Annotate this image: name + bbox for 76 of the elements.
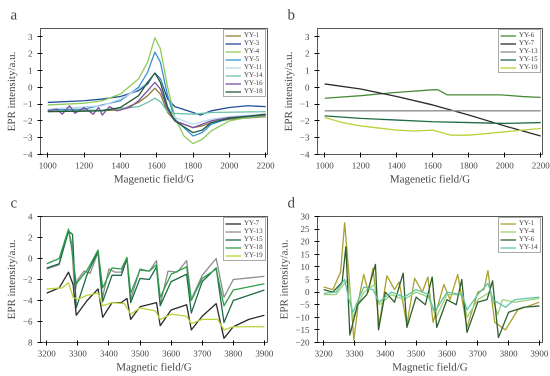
x-tick-label: 3700 (193, 348, 212, 358)
x-axis-title: Magnetic field/G (116, 362, 192, 374)
y-axis-title: EPR intensity/a.u. (6, 239, 18, 320)
y-tick-label: −6 (22, 316, 33, 326)
y-tick-label: −4 (300, 150, 310, 160)
x-tick-label: 3500 (407, 348, 426, 358)
y-axis-title: EPR intensity/a.u. (282, 51, 295, 132)
y-tick-label: −1 (22, 99, 32, 110)
y-tick-label: 1 (305, 66, 310, 76)
x-tick-label: 1800 (460, 160, 478, 170)
x-tick-label: 2200 (532, 160, 550, 170)
y-tick-label: −2 (22, 274, 32, 284)
y-tick-label: 0 (305, 287, 310, 298)
x-tick-label: 3700 (468, 348, 488, 358)
y-tick-label: −5 (300, 300, 310, 310)
chart-title: a (10, 8, 18, 24)
x-tick-label: 1400 (388, 160, 406, 170)
chart-title: c (10, 196, 18, 212)
y-tick-label: 20 (300, 236, 310, 247)
x-tick-label: 3300 (68, 348, 88, 358)
x-tick-label: 3900 (530, 348, 549, 358)
y-tick-label: 0 (28, 82, 33, 92)
x-tick-label: 3200 (314, 348, 334, 358)
x-tick-label: 1200 (75, 160, 94, 170)
y-tick-label: 0 (305, 82, 310, 92)
y-tick-label: 15 (300, 249, 310, 260)
y-tick-label: −3 (300, 132, 310, 143)
y-tick-label: −1 (300, 99, 310, 110)
y-tick-label: −2 (300, 116, 310, 126)
y-tick-label: 0 (28, 254, 33, 264)
y-tick-label: 10 (300, 262, 310, 272)
x-tick-label: 3300 (345, 348, 364, 358)
y-axis-title: EPR intensity/a.u. (278, 239, 290, 320)
chart-title: d (288, 196, 296, 212)
y-tick-label: 3 (28, 32, 33, 42)
x-tick-label: 3600 (438, 348, 456, 358)
y-axis-title: EPR intensity/a.u. (6, 51, 18, 132)
y-tick-label: −4 (22, 150, 33, 160)
y-tick-label: −2 (22, 116, 32, 126)
x-tick-label: 1600 (424, 160, 442, 170)
y-tick-label: 8 (28, 338, 33, 348)
y-tick-label: 5 (305, 274, 310, 284)
x-tick-label: 1200 (352, 160, 370, 170)
y-tick-label: 3 (305, 32, 310, 42)
x-tick-label: 2000 (220, 160, 239, 170)
x-axis-title: Magnetic field/G (392, 362, 468, 374)
x-tick-label: 1400 (111, 160, 130, 170)
x-tick-label: 2000 (496, 160, 514, 170)
x-tick-label: 3400 (376, 348, 395, 358)
y-tick-label: 2 (305, 48, 310, 59)
x-tick-label: 3400 (100, 348, 118, 358)
y-tick-label: 4 (28, 212, 33, 222)
x-tick-label: 1000 (316, 160, 334, 170)
x-tick-label: 1000 (38, 160, 58, 170)
y-tick-label: 1 (28, 66, 32, 76)
x-tick-label: 1800 (184, 160, 203, 170)
x-tick-label: 2200 (256, 160, 276, 170)
x-tick-label: 3800 (224, 348, 243, 358)
y-tick-label: −20 (295, 338, 310, 348)
y-tick-label: −3 (22, 132, 33, 143)
y-tick-label: 2 (28, 48, 32, 59)
y-tick-label: −10 (295, 312, 310, 322)
x-axis-title: Magenetic field/G (390, 174, 470, 186)
x-tick-label: 3800 (500, 348, 518, 358)
y-tick-label: −15 (295, 324, 310, 335)
x-tick-label: 3900 (255, 348, 274, 358)
x-tick-label: 1600 (148, 160, 166, 170)
chart-title: b (288, 8, 295, 24)
y-tick-label: 30 (300, 212, 310, 222)
x-tick-label: 3500 (131, 348, 150, 358)
x-axis-title: Magenetic field/G (114, 174, 194, 186)
x-tick-label: 3600 (162, 348, 181, 358)
x-tick-label: 3200 (38, 348, 56, 358)
y-tick-label: 2 (28, 232, 32, 242)
y-tick-label: 25 (300, 224, 310, 234)
y-tick-label: −4 (22, 296, 33, 306)
